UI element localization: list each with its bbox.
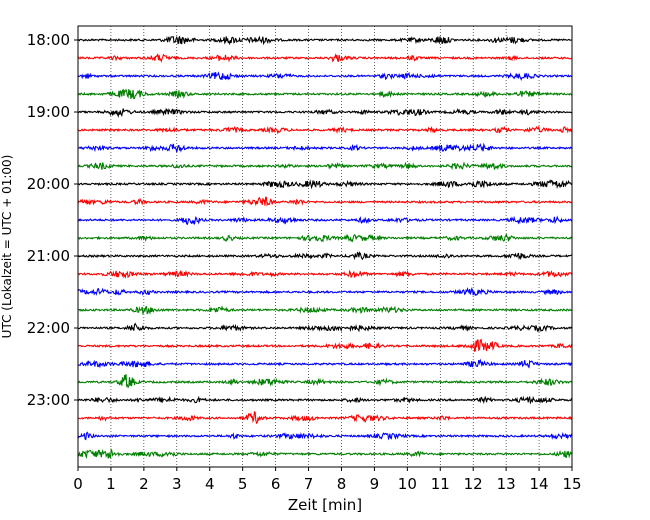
x-tick-label: 2 bbox=[139, 475, 149, 493]
x-tick-label: 4 bbox=[205, 475, 215, 493]
x-tick-label: 11 bbox=[431, 475, 450, 493]
seismic-trace bbox=[77, 305, 573, 316]
y-tick-label: 18:00 bbox=[27, 31, 70, 49]
x-tick-label: 9 bbox=[370, 475, 380, 493]
seismic-trace bbox=[77, 71, 573, 81]
seismic-trace bbox=[77, 358, 573, 369]
x-tick-label: 6 bbox=[271, 475, 281, 493]
x-axis-label: Zeit [min] bbox=[288, 496, 362, 514]
y-tick-label: 21:00 bbox=[27, 247, 70, 265]
seismic-trace bbox=[77, 196, 573, 207]
seismic-trace bbox=[77, 161, 573, 171]
seismic-trace bbox=[77, 179, 573, 190]
x-tick-label: 14 bbox=[530, 475, 549, 493]
seismic-trace bbox=[77, 338, 573, 352]
seismic-trace bbox=[77, 447, 573, 460]
seismic-trace bbox=[77, 125, 573, 135]
y-axis: 18:00 19:00 20:00 21:00 22:00 23:00 bbox=[27, 31, 78, 409]
x-axis: 0 1 2 3 4 5 6 7 8 9 10 11 12 13 14 15 bbox=[73, 467, 582, 493]
x-tick-label: 15 bbox=[562, 475, 581, 493]
seismic-trace bbox=[77, 88, 573, 100]
seismic-trace bbox=[77, 215, 573, 226]
seismic-traces bbox=[77, 35, 573, 460]
x-tick-label: 5 bbox=[238, 475, 248, 493]
y-tick-label: 19:00 bbox=[27, 103, 70, 121]
y-axis-label: UTC (Lokalzeit = UTC + 01:00) bbox=[0, 155, 14, 339]
seismic-trace bbox=[77, 287, 573, 297]
seismic-trace bbox=[77, 233, 573, 243]
seismic-trace bbox=[77, 411, 573, 425]
y-tick-label: 23:00 bbox=[27, 391, 70, 409]
seismic-trace bbox=[77, 107, 573, 119]
seismic-trace bbox=[77, 251, 573, 261]
seismic-trace bbox=[77, 431, 573, 441]
seismic-trace bbox=[77, 374, 573, 389]
seismic-trace bbox=[77, 142, 573, 153]
seismic-trace bbox=[77, 53, 573, 63]
x-tick-label: 1 bbox=[106, 475, 116, 493]
x-tick-label: 12 bbox=[464, 475, 483, 493]
x-tick-label: 7 bbox=[304, 475, 314, 493]
plot-frame bbox=[77, 25, 573, 468]
seismic-trace bbox=[77, 395, 573, 405]
seismic-trace bbox=[77, 322, 573, 333]
y-tick-label: 22:00 bbox=[27, 319, 70, 337]
x-tick-label: 13 bbox=[497, 475, 516, 493]
x-tick-label: 10 bbox=[398, 475, 417, 493]
seismic-trace bbox=[77, 35, 573, 46]
x-tick-label: 3 bbox=[172, 475, 182, 493]
y-tick-label: 20:00 bbox=[27, 175, 70, 193]
x-tick-label: 8 bbox=[337, 475, 347, 493]
seismic-trace bbox=[77, 269, 573, 279]
x-tick-label: 0 bbox=[73, 475, 83, 493]
